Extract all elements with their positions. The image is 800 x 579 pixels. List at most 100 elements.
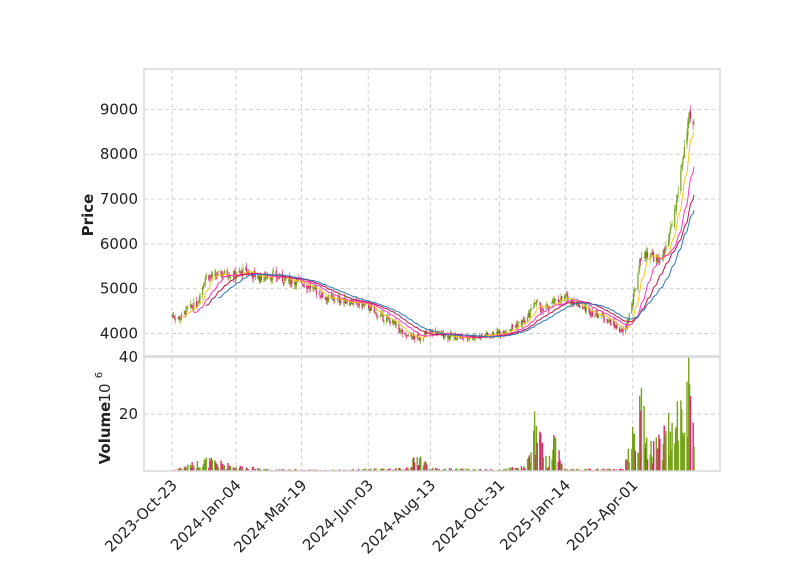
candle-body — [524, 321, 525, 323]
candle-body — [662, 259, 663, 260]
volume-bar — [420, 456, 421, 471]
candle-body — [408, 334, 409, 335]
volume-bar — [684, 433, 685, 471]
candle-body — [635, 290, 636, 291]
candle-body — [676, 201, 677, 210]
price-tick-label: 5000 — [100, 280, 138, 298]
candle-body — [214, 274, 215, 275]
candle-body — [512, 324, 513, 326]
candle-body — [672, 226, 673, 227]
candle-body — [212, 274, 213, 277]
volume-bar — [537, 443, 538, 471]
price-tick-label: 4000 — [100, 325, 138, 343]
candle-body — [383, 321, 384, 323]
candle-body — [643, 257, 644, 258]
candle-body — [598, 316, 599, 318]
candle-body — [353, 301, 354, 305]
candle-body — [499, 331, 500, 333]
candle-body — [518, 322, 519, 323]
volume-bar — [543, 457, 544, 471]
candle-body — [586, 308, 587, 311]
volume-bar — [555, 438, 556, 471]
candle-body — [552, 302, 553, 304]
candle-body — [530, 311, 531, 318]
candle-body — [561, 296, 562, 300]
candle-body — [545, 307, 546, 309]
candle-body — [469, 339, 470, 340]
price-tick-label: 6000 — [100, 235, 138, 253]
candle-body — [398, 325, 399, 330]
volume-bar — [530, 452, 531, 471]
candle-body — [198, 301, 199, 303]
x-tick-label: 2024-Oct-31 — [429, 476, 509, 556]
candle-body — [549, 306, 550, 307]
candle-body — [647, 253, 648, 257]
candle-body — [175, 319, 176, 320]
candle-body — [334, 301, 335, 302]
volume-bar — [690, 396, 691, 471]
candle-body — [319, 293, 320, 294]
price-tick-label: 7000 — [100, 190, 138, 208]
volume-tick-label: 20 — [119, 405, 138, 423]
candle-body — [554, 298, 555, 302]
candle-body — [340, 301, 341, 303]
candle-body — [203, 286, 204, 289]
x-tick-label: 2025-Apr-01 — [563, 476, 641, 554]
candle-body — [668, 240, 669, 246]
candle-body — [610, 320, 611, 325]
candle-body — [539, 303, 540, 304]
candle-body — [463, 338, 464, 340]
price-tick-label: 9000 — [100, 100, 138, 118]
candle-body — [665, 245, 666, 249]
volume-bar — [671, 423, 672, 471]
candle-body — [389, 318, 390, 320]
volume-bar — [193, 465, 194, 471]
candle-body — [693, 123, 694, 124]
volume-bar — [693, 447, 694, 471]
candle-body — [530, 308, 531, 311]
volume-bar — [628, 462, 629, 471]
candle-body — [671, 228, 672, 229]
candle-body — [622, 330, 623, 333]
price-tick-label: 8000 — [100, 145, 138, 163]
candle-body — [263, 277, 264, 280]
candle-body — [204, 284, 205, 286]
volume-bar — [653, 441, 654, 471]
candle-body — [687, 122, 688, 135]
candle-body — [414, 336, 415, 339]
volume-bar — [549, 456, 550, 471]
candle-body — [688, 117, 689, 123]
moving-average-lines — [182, 131, 694, 338]
volume-bar — [187, 464, 188, 471]
volume-bar — [665, 431, 666, 471]
candle-body — [638, 271, 639, 272]
candle-body — [265, 272, 266, 278]
candle-body — [405, 333, 406, 334]
volume-bar — [426, 464, 427, 471]
candle-body — [316, 291, 317, 294]
candle-body — [228, 277, 229, 278]
moving-average-line — [182, 131, 694, 338]
candle-body — [190, 304, 191, 306]
candle-body — [566, 294, 567, 295]
candle-body — [682, 161, 683, 165]
candle-body — [380, 315, 381, 317]
candle-body — [273, 272, 274, 273]
volume-bar — [635, 451, 636, 471]
candle-body — [382, 315, 383, 321]
moving-average-line — [218, 210, 694, 336]
candle-body — [633, 294, 634, 305]
candle-body — [180, 318, 181, 320]
candle-body — [659, 261, 660, 262]
candle-body — [684, 147, 685, 157]
candle-body — [637, 273, 638, 290]
volume-tick-label: 40 — [119, 348, 138, 366]
candle-body — [230, 276, 231, 278]
candle-body — [555, 299, 556, 300]
candle-body — [543, 309, 544, 312]
candle-body — [396, 323, 397, 325]
volume-bar — [561, 464, 562, 471]
